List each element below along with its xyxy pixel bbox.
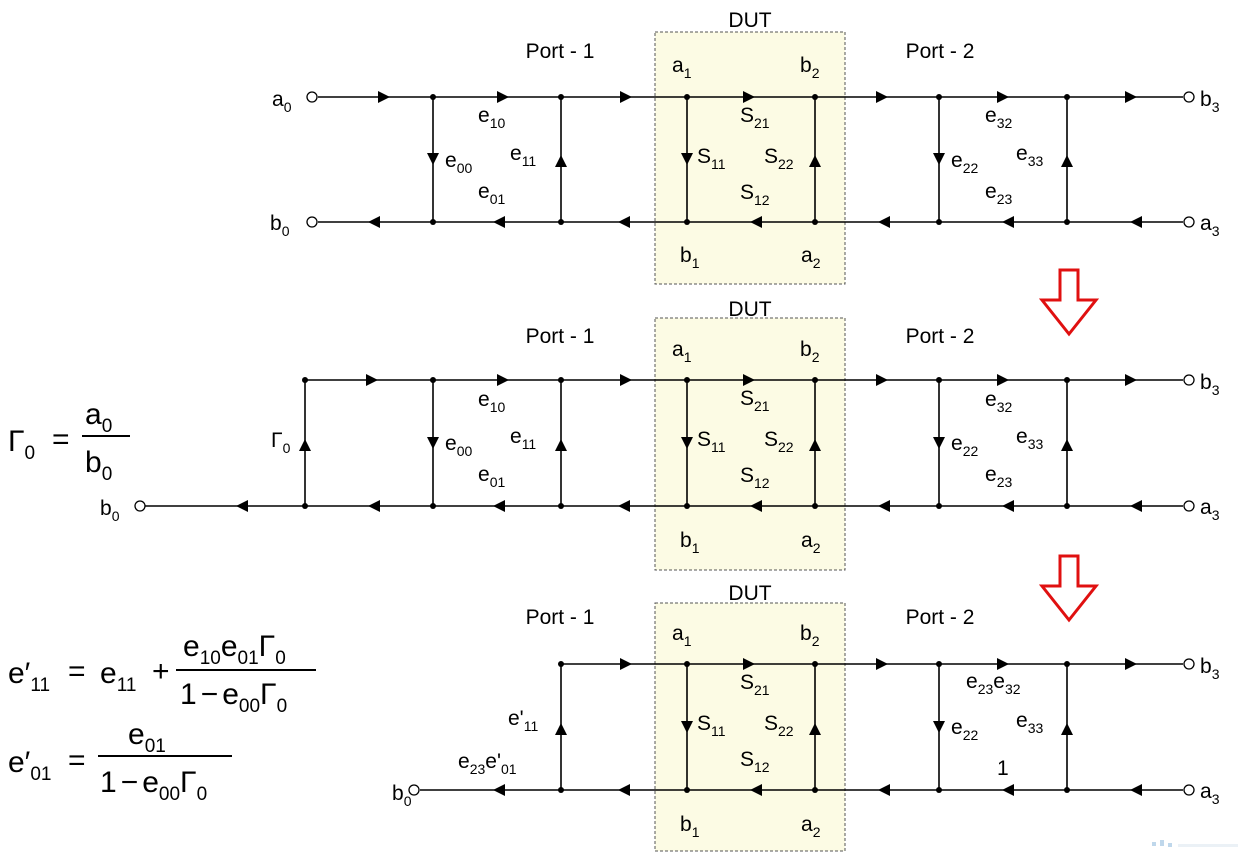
row1-e23-label: e23 — [985, 180, 1012, 207]
port1-label-2: Port - 1 — [526, 325, 595, 348]
svg-text:b0: b0 — [85, 446, 112, 485]
port1-label-3: Port - 1 — [526, 606, 595, 629]
row3-one-label: 1 — [997, 757, 1009, 780]
svg-text:=: = — [68, 744, 86, 777]
dut1-a1-label: a1 — [672, 54, 692, 81]
equation-gamma0: Γ0 = a0 b0 — [8, 398, 130, 485]
dut3-a1-label: a1 — [672, 622, 692, 649]
row2-e23-label: e23 — [985, 463, 1012, 490]
dut3-s11-label: S11 — [697, 712, 726, 739]
dut3-b2-label: b2 — [800, 622, 820, 649]
red-down-arrow-2 — [1038, 554, 1100, 623]
row1-b3-label: b3 — [1200, 88, 1220, 115]
svg-text:=: = — [68, 655, 86, 688]
port2-label-1: Port - 2 — [906, 40, 975, 63]
row3-e11p-label: e'11 — [508, 707, 538, 734]
row2-a3-label: a3 — [1200, 496, 1220, 523]
svg-text:=: = — [52, 423, 70, 456]
row2-e11-label: e11 — [510, 425, 536, 452]
svg-text:1−e00Γ0: 1− e00Γ0 — [180, 678, 287, 717]
dut3-s22-label: S22 — [764, 712, 794, 739]
row2-e22-label: e22 — [951, 432, 978, 459]
equation-e01-prime: e′01 = e01 1− e00Γ0 — [8, 718, 232, 805]
row1-e00-label: e00 — [445, 149, 472, 176]
dut2-s22-label: S22 — [764, 428, 794, 455]
row2-b3-label: b3 — [1200, 371, 1220, 398]
svg-text:e11: e11 — [100, 657, 136, 696]
row1-a3-label: a3 — [1200, 212, 1220, 239]
row2-e00-label: e00 — [445, 432, 472, 459]
dut2-b1-label: b1 — [680, 529, 700, 556]
svg-text:e01: e01 — [128, 718, 166, 757]
red-down-arrow-1 — [1038, 268, 1100, 337]
dut1-s21-label: S21 — [740, 104, 770, 131]
dut2-a1-label: a1 — [672, 338, 692, 365]
row3-e33-label: e33 — [1016, 709, 1043, 736]
dut2-b2-label: b2 — [800, 338, 820, 365]
row3-a3-label: a3 — [1200, 780, 1220, 807]
row1-e32-label: e32 — [985, 104, 1012, 131]
dut1-s11-label: S11 — [697, 145, 726, 172]
port2-label-2: Port - 2 — [906, 325, 975, 348]
dut2-s12-label: S12 — [740, 464, 770, 491]
dut1-b2-label: b2 — [800, 54, 820, 81]
row3-b3-label: b3 — [1200, 655, 1220, 682]
dut1-a2-label: a2 — [801, 244, 821, 271]
svg-text:1−e00Γ0: 1− e00Γ0 — [100, 766, 207, 805]
row1-e33-label: e33 — [1016, 142, 1043, 169]
row2-graph — [134, 374, 1195, 512]
row2-e10-label: e10 — [478, 388, 505, 415]
dut2-s21-label: S21 — [740, 387, 770, 414]
dut1-s22-label: S22 — [764, 145, 794, 172]
watermark-logo — [1152, 840, 1238, 847]
svg-text:Γ0: Γ0 — [8, 425, 35, 464]
dut1-b1-label: b1 — [680, 244, 700, 271]
dut3-b1-label: b1 — [680, 813, 700, 840]
svg-text:e′01: e′01 — [8, 746, 51, 785]
dut3-s21-label: S21 — [740, 671, 770, 698]
svg-text:e′11: e′11 — [8, 657, 50, 696]
dut1-s12-label: S12 — [740, 181, 770, 208]
dut3-s12-label: S12 — [740, 748, 770, 775]
port2-label-3: Port - 2 — [906, 606, 975, 629]
svg-text:e10e01Γ0: e10e01Γ0 — [183, 630, 286, 669]
dut3-a2-label: a2 — [801, 813, 821, 840]
dut2-s11-label: S11 — [697, 428, 726, 455]
svg-text:+: + — [152, 655, 170, 688]
row2-e32-label: e32 — [985, 388, 1012, 415]
row2-gamma0-label: Γ0 — [271, 429, 291, 456]
dut-title-3: DUT — [728, 582, 771, 605]
dut-title-2: DUT — [728, 298, 771, 321]
row1-graph — [306, 91, 1195, 228]
row3-b0-label: b0 — [392, 782, 412, 809]
row2-e33-label: e33 — [1016, 425, 1043, 452]
row1-e01-label: e01 — [478, 180, 505, 207]
row3-graph — [408, 658, 1195, 796]
row1-e10-label: e10 — [478, 104, 505, 131]
row3-e22-label: e22 — [951, 716, 978, 743]
row3-e23e01p-label: e23e'01 — [458, 750, 517, 777]
row2-b0-label: b0 — [100, 497, 120, 524]
row1-e22-label: e22 — [951, 149, 978, 176]
svg-text:a0: a0 — [85, 398, 112, 437]
row2-e01-label: e01 — [478, 463, 505, 490]
dut-title-1: DUT — [728, 9, 771, 32]
dut2-a2-label: a2 — [801, 529, 821, 556]
row1-a0-label: a0 — [272, 88, 292, 115]
row1-e11-label: e11 — [510, 142, 536, 169]
row3-e23e32-label: e23e32 — [966, 670, 1021, 697]
equation-e11-prime: e′11 = e11 + e10e01Γ0 1− e00Γ0 — [8, 630, 316, 717]
port1-label-1: Port - 1 — [526, 40, 595, 63]
row1-b0-label: b0 — [270, 212, 290, 239]
